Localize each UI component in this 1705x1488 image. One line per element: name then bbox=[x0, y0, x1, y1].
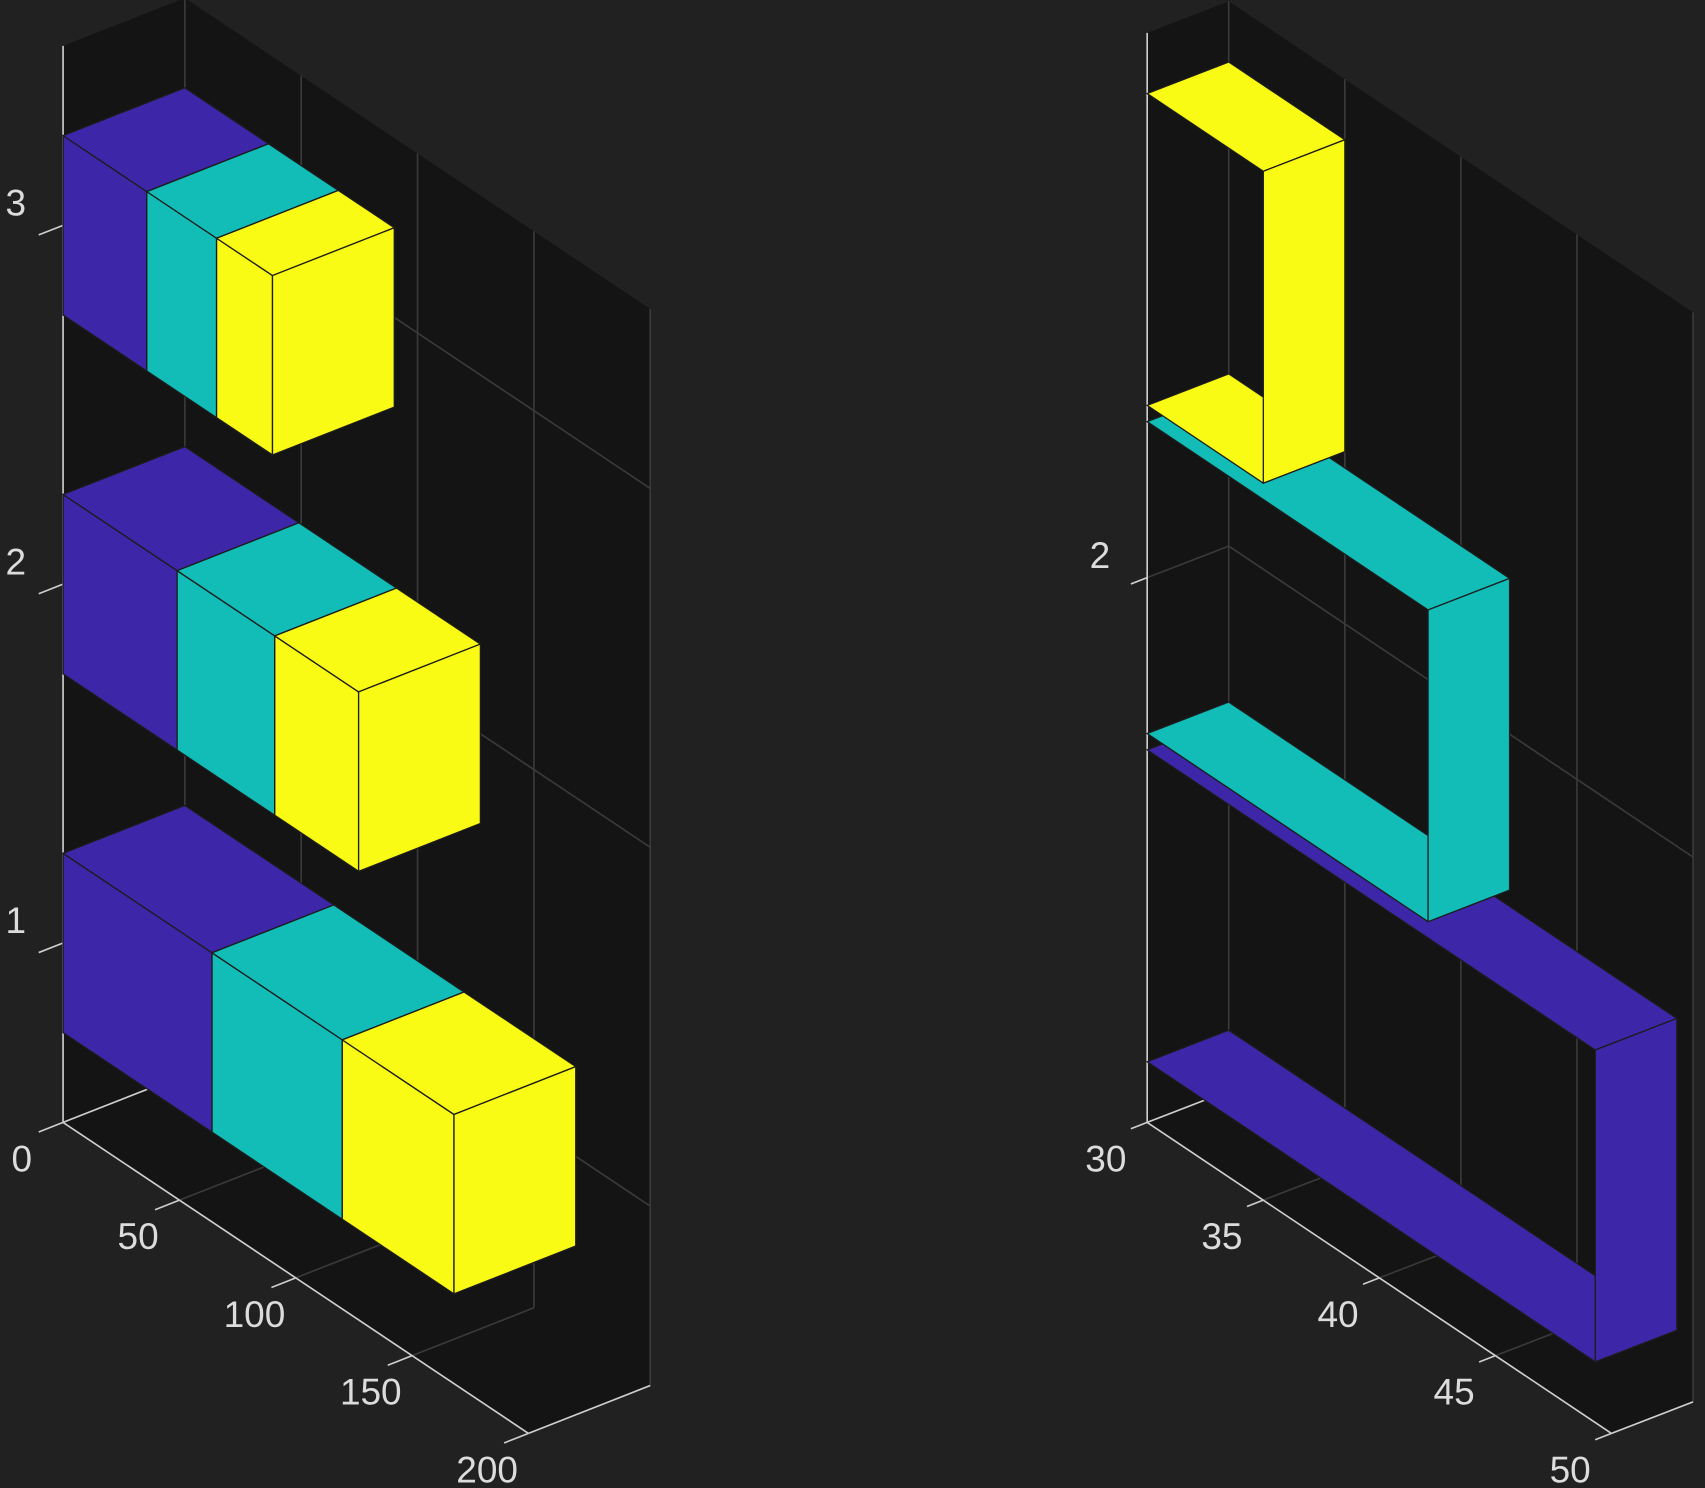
x-tick bbox=[1246, 1199, 1264, 1208]
x-tick-label: 30 bbox=[1085, 1138, 1126, 1179]
bar-end bbox=[453, 1065, 577, 1295]
x-tick bbox=[1362, 1277, 1380, 1285]
x-tick bbox=[38, 1121, 64, 1133]
axis-edge bbox=[1611, 1401, 1694, 1435]
x-tick-label: 50 bbox=[118, 1216, 159, 1257]
axes: 0 50 100 150 200 1 2 3 bbox=[6, 0, 652, 1488]
x-tick bbox=[154, 1199, 180, 1211]
x-tick bbox=[1130, 1121, 1148, 1130]
x-tick-label: 150 bbox=[340, 1372, 402, 1413]
y-tick bbox=[38, 583, 64, 595]
y-tick bbox=[38, 224, 64, 236]
x-tick-label: 45 bbox=[1434, 1372, 1475, 1413]
x-tick-label: 35 bbox=[1201, 1216, 1242, 1257]
x-tick-label: 0 bbox=[11, 1138, 32, 1179]
y-tick-label: 1 bbox=[6, 900, 27, 941]
bar-end bbox=[357, 643, 482, 873]
bar-end bbox=[271, 226, 395, 456]
y-tick bbox=[1130, 576, 1148, 585]
x-tick bbox=[503, 1432, 529, 1444]
axis-edge bbox=[528, 1384, 651, 1435]
grid-line bbox=[411, 1307, 535, 1357]
y-tick-label: 3 bbox=[6, 183, 27, 224]
x-tick bbox=[1594, 1432, 1612, 1441]
x-tick-label: 40 bbox=[1317, 1294, 1358, 1335]
axes: 30 35 40 45 50 2 bbox=[1085, 1, 1694, 1488]
bar-front bbox=[215, 237, 274, 457]
x-tick-label: 100 bbox=[224, 1294, 286, 1335]
grid-line bbox=[1146, 545, 1230, 579]
bar-end bbox=[1262, 138, 1346, 485]
bar-end bbox=[1427, 577, 1511, 923]
bar-end bbox=[1594, 1017, 1678, 1363]
y-tick bbox=[38, 942, 64, 954]
x-tick bbox=[1478, 1354, 1496, 1363]
x-tick bbox=[271, 1277, 297, 1289]
y-tick-label: 2 bbox=[6, 541, 27, 582]
x-tick-label: 200 bbox=[456, 1449, 518, 1488]
x-tick bbox=[387, 1354, 413, 1366]
y-tick-label: 2 bbox=[1090, 535, 1111, 576]
x-tick-label: 50 bbox=[1550, 1449, 1591, 1488]
